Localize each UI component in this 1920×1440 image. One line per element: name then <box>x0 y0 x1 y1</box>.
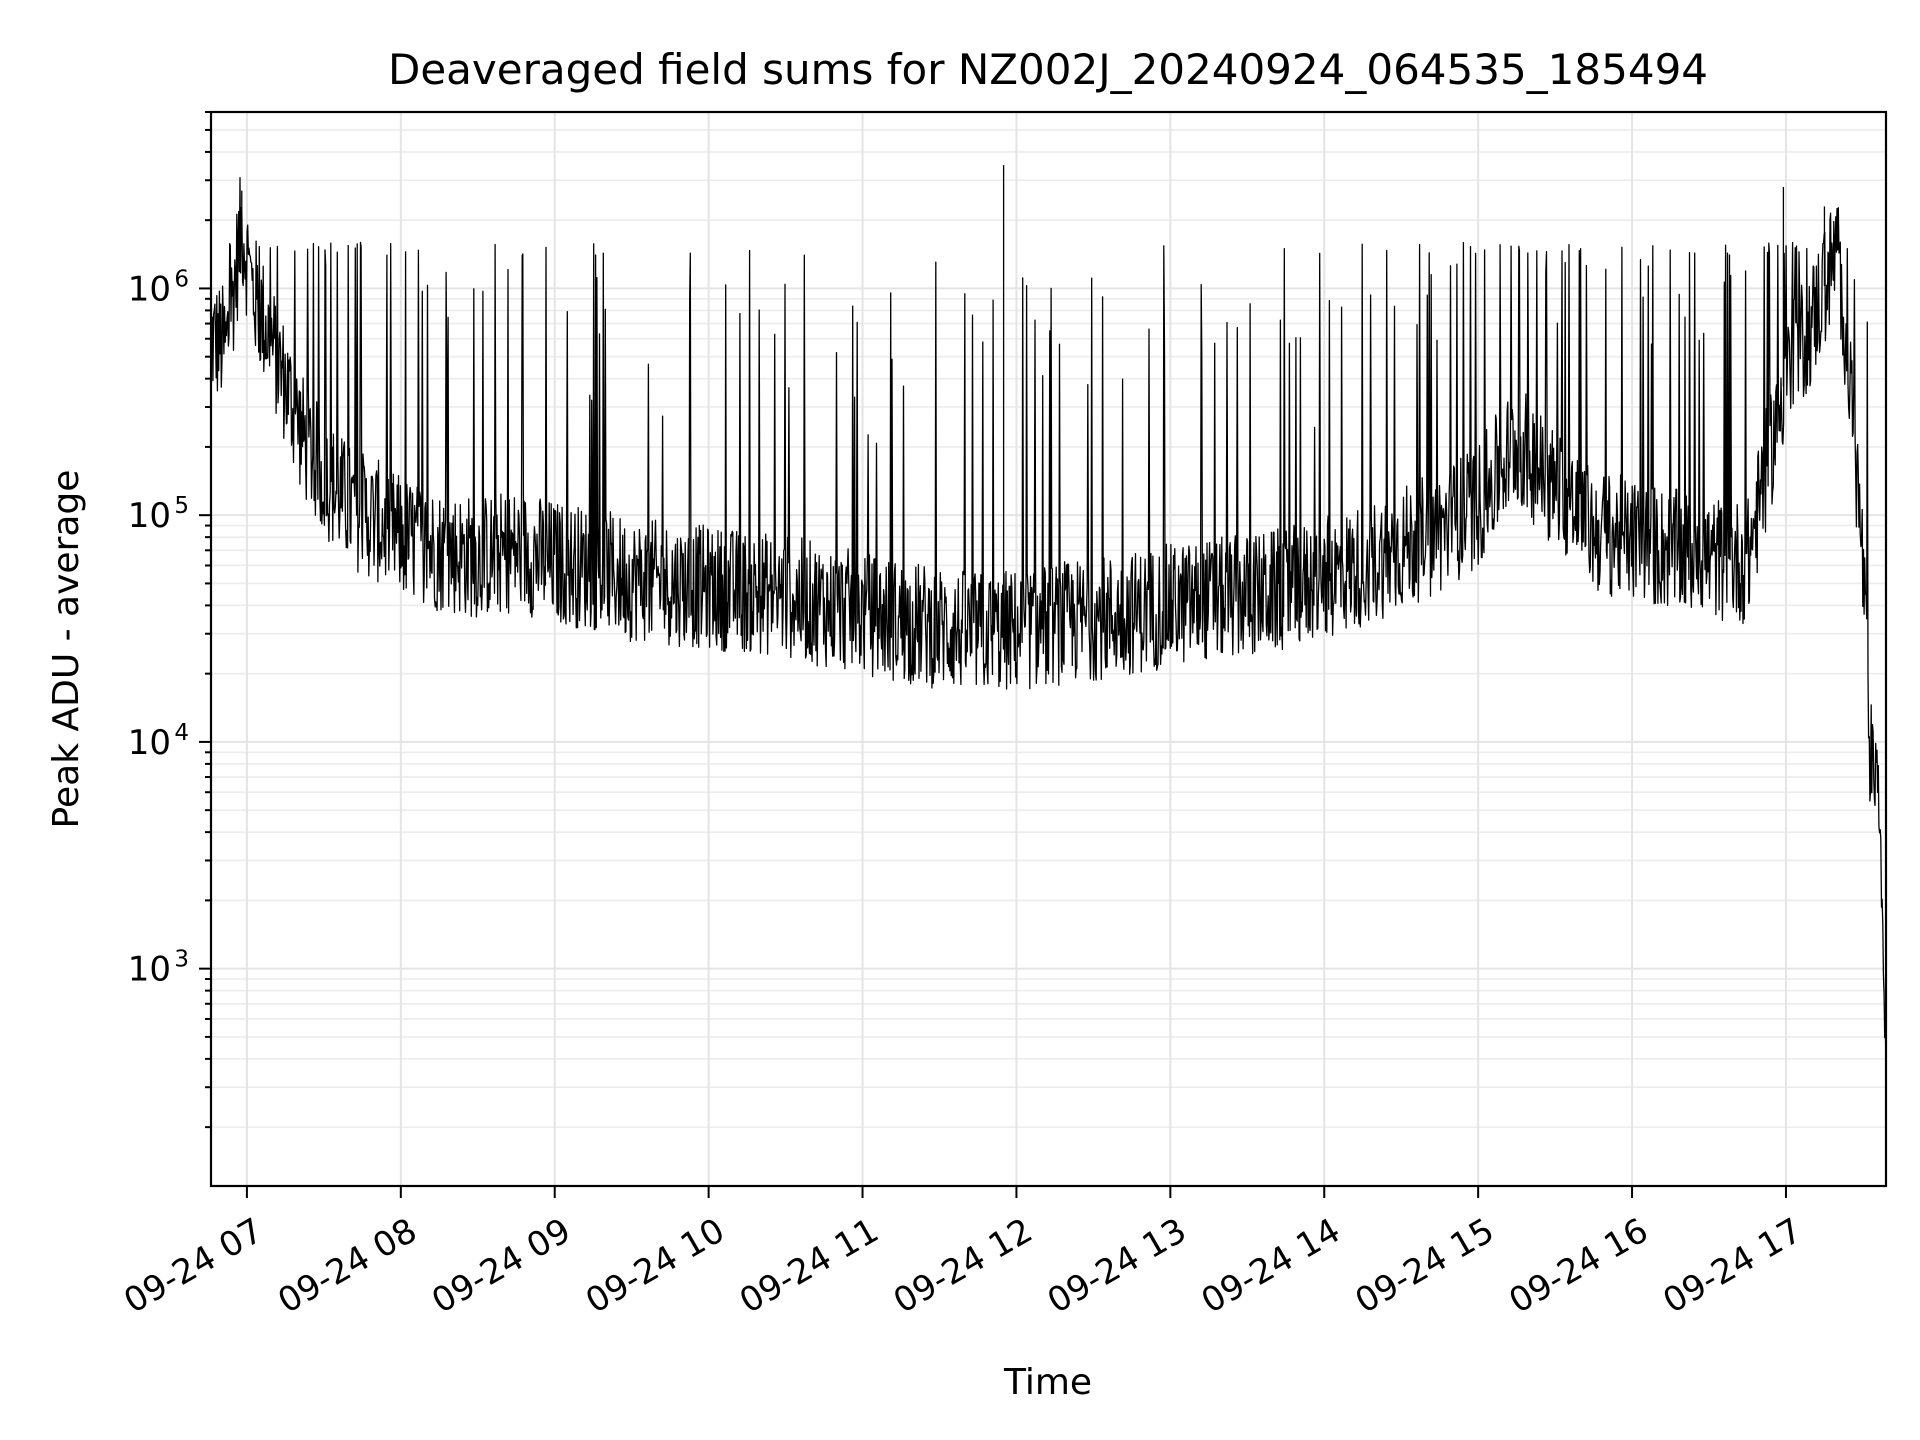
x-tick-label: 09-24 09 <box>425 1211 577 1322</box>
x-tick-label: 09-24 17 <box>1656 1211 1808 1322</box>
y-tick-label: 10 <box>128 269 171 309</box>
series-line <box>211 177 1886 1076</box>
y-tick-exponent: 3 <box>174 947 189 973</box>
series-group <box>211 165 1886 1076</box>
x-tick-label: 09-24 10 <box>579 1211 731 1322</box>
x-tick-label: 09-24 15 <box>1349 1211 1501 1322</box>
y-tick-label: 10 <box>128 723 171 763</box>
y-tick-exponent: 5 <box>174 493 189 519</box>
x-tick-label: 09-24 11 <box>733 1211 885 1322</box>
x-axis-label: Time <box>1003 1362 1092 1403</box>
x-tick-label: 09-24 08 <box>271 1211 423 1322</box>
y-tick-exponent: 4 <box>174 720 189 746</box>
x-tick-label: 09-24 14 <box>1195 1211 1347 1322</box>
y-tick-label: 10 <box>128 950 171 990</box>
chart-title: Deaveraged field sums for NZ002J_2024092… <box>388 45 1708 94</box>
y-axis-label: Peak ADU - average <box>46 470 87 829</box>
x-tick-label: 09-24 12 <box>887 1211 1039 1322</box>
plot-frame <box>209 110 1888 1188</box>
x-tick-label: 09-24 16 <box>1503 1211 1655 1322</box>
x-tick-label: 09-24 13 <box>1041 1211 1193 1322</box>
x-tick-label: 09-24 07 <box>117 1211 269 1322</box>
grid <box>211 111 1886 1186</box>
y-tick-label: 10 <box>128 496 171 536</box>
x-axis: 09-24 07 09-24 08 09-24 09 09-24 10 09-24 11… <box>117 1186 1809 1322</box>
y-tick-exponent: 6 <box>174 266 189 292</box>
